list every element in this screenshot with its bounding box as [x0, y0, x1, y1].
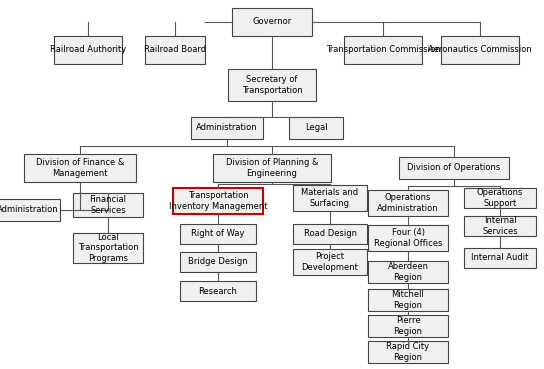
Text: Administration: Administration — [0, 206, 59, 214]
Text: Secretary of
Transportation: Secretary of Transportation — [242, 75, 302, 95]
FancyBboxPatch shape — [464, 216, 536, 236]
FancyBboxPatch shape — [368, 225, 448, 251]
Text: Rapid City
Region: Rapid City Region — [386, 342, 430, 362]
FancyBboxPatch shape — [368, 261, 448, 283]
Text: Four (4)
Regional Offices: Four (4) Regional Offices — [374, 228, 442, 248]
FancyBboxPatch shape — [73, 233, 143, 263]
FancyBboxPatch shape — [293, 224, 367, 244]
Text: Materials and
Surfacing: Materials and Surfacing — [301, 188, 358, 208]
Text: Aeronautics Commission: Aeronautics Commission — [428, 45, 532, 55]
FancyBboxPatch shape — [228, 69, 316, 101]
FancyBboxPatch shape — [368, 289, 448, 311]
Text: Division of Finance &
Management: Division of Finance & Management — [36, 158, 124, 178]
FancyBboxPatch shape — [0, 199, 60, 221]
Text: Research: Research — [199, 286, 237, 296]
Text: Transportation Commission: Transportation Commission — [326, 45, 440, 55]
FancyBboxPatch shape — [180, 252, 256, 272]
Text: Project
Development: Project Development — [301, 252, 358, 272]
Text: Right of Way: Right of Way — [191, 230, 245, 238]
Text: Division of Planning &
Engineering: Division of Planning & Engineering — [226, 158, 318, 178]
FancyBboxPatch shape — [191, 117, 263, 139]
FancyBboxPatch shape — [464, 188, 536, 208]
Text: Internal
Services: Internal Services — [482, 216, 518, 236]
FancyBboxPatch shape — [232, 8, 312, 36]
Text: Legal: Legal — [305, 124, 327, 132]
FancyBboxPatch shape — [368, 190, 448, 216]
Text: Local
Transportation
Programs: Local Transportation Programs — [78, 233, 138, 263]
Text: Transportation
Inventory Management: Transportation Inventory Management — [169, 191, 267, 211]
Text: Railroad Board: Railroad Board — [144, 45, 206, 55]
FancyBboxPatch shape — [293, 185, 367, 211]
Text: Financial
Services: Financial Services — [90, 195, 127, 215]
FancyBboxPatch shape — [293, 249, 367, 275]
FancyBboxPatch shape — [73, 193, 143, 217]
Text: Road Design: Road Design — [304, 230, 356, 238]
Text: Mitchell
Region: Mitchell Region — [392, 290, 424, 310]
FancyBboxPatch shape — [173, 188, 263, 214]
Text: Internal Audit: Internal Audit — [471, 254, 529, 262]
FancyBboxPatch shape — [441, 36, 519, 64]
FancyBboxPatch shape — [54, 36, 122, 64]
Text: Administration: Administration — [196, 124, 258, 132]
Text: Operations
Administration: Operations Administration — [377, 193, 439, 213]
Text: Pierre
Region: Pierre Region — [393, 316, 423, 336]
FancyBboxPatch shape — [344, 36, 422, 64]
FancyBboxPatch shape — [145, 36, 205, 64]
FancyBboxPatch shape — [368, 315, 448, 337]
FancyBboxPatch shape — [464, 248, 536, 268]
FancyBboxPatch shape — [399, 157, 509, 179]
FancyBboxPatch shape — [368, 341, 448, 363]
Text: Governor: Governor — [252, 17, 292, 27]
Text: Operations
Support: Operations Support — [477, 188, 523, 208]
FancyBboxPatch shape — [213, 154, 331, 182]
FancyBboxPatch shape — [24, 154, 136, 182]
Text: Division of Operations: Division of Operations — [407, 163, 500, 172]
FancyBboxPatch shape — [289, 117, 343, 139]
FancyBboxPatch shape — [180, 281, 256, 301]
Text: Aberdeen
Region: Aberdeen Region — [387, 262, 429, 282]
FancyBboxPatch shape — [180, 224, 256, 244]
Text: Railroad Authority: Railroad Authority — [50, 45, 126, 55]
Text: Bridge Design: Bridge Design — [188, 258, 248, 266]
